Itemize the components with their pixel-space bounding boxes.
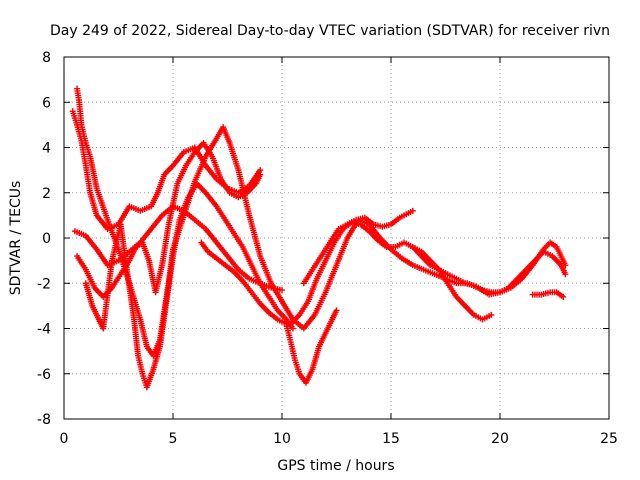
y-tick-label: -4 — [37, 322, 51, 338]
series-track — [300, 207, 416, 287]
data-point — [560, 293, 567, 300]
y-tick-labels: -8 -6 -4 -2 0 2 4 6 8 — [37, 50, 51, 428]
x-tick-label: 20 — [491, 431, 509, 447]
x-tick-label: 10 — [273, 431, 291, 447]
x-tick-label: 25 — [600, 431, 618, 447]
y-tick-label: 4 — [42, 141, 51, 157]
tick-marks — [63, 56, 610, 420]
series-track — [409, 244, 569, 296]
series-track — [82, 180, 296, 391]
x-tick-label: 0 — [60, 431, 69, 447]
data-point — [562, 271, 569, 278]
series-track — [198, 239, 340, 386]
series-track — [529, 289, 567, 300]
series-track — [71, 203, 285, 294]
y-tick-label: -8 — [37, 412, 51, 428]
y-tick-label: -2 — [37, 276, 51, 292]
x-tick-label: 5 — [169, 431, 178, 447]
data-point — [289, 325, 296, 332]
x-tick-label: 15 — [382, 431, 400, 447]
y-axis-label: SDTVAR / TECUs — [8, 181, 24, 296]
data-point — [257, 171, 264, 178]
y-tick-label: 8 — [42, 50, 51, 66]
y-tick-label: 6 — [42, 95, 51, 111]
y-tick-label: -6 — [37, 367, 51, 383]
data-point — [333, 307, 340, 314]
x-axis-label: GPS time / hours — [277, 458, 394, 474]
y-tick-label: 2 — [42, 186, 51, 202]
series-track — [74, 85, 569, 359]
x-tick-labels: 0 5 10 15 20 25 — [60, 431, 618, 447]
y-tick-label: 0 — [42, 231, 51, 247]
data-point — [279, 287, 285, 294]
data-point — [488, 311, 495, 318]
chart-title: Day 249 of 2022, Sidereal Day-to-day VTE… — [50, 23, 610, 39]
data-points — [69, 85, 569, 391]
data-point — [409, 207, 416, 214]
